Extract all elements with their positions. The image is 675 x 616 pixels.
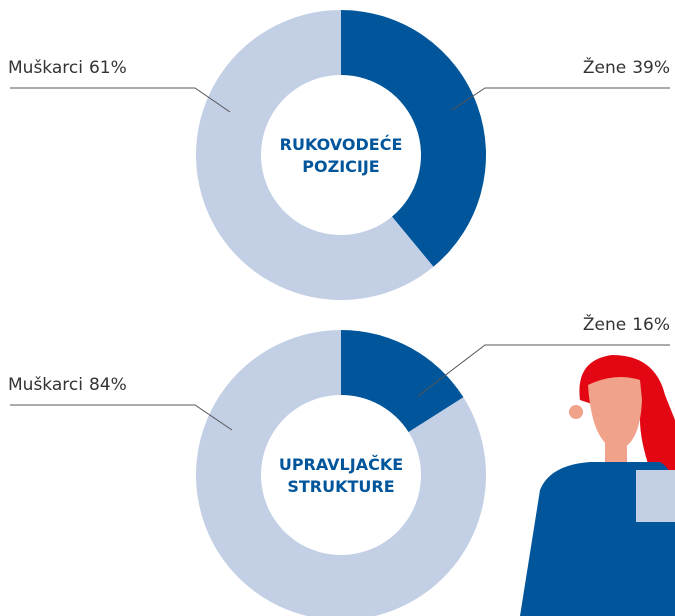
leader-line	[10, 405, 232, 430]
value-label: 39%	[632, 58, 670, 78]
value-label: 61%	[89, 58, 127, 78]
chart: Žene 16% Muškarci 84% UPRAVLJAČKE STRUKTURE Že…	[0, 0, 675, 616]
value-label: 16%	[632, 315, 670, 335]
slice-label: Muškarci 61%	[8, 58, 127, 78]
category-name: Žene	[583, 313, 626, 335]
title-line: UPRAVLJAČKE	[279, 455, 403, 474]
title-line: RUKOVODEĆE	[280, 135, 403, 154]
title-line: STRUKTURE	[287, 477, 394, 496]
category-name: Muškarci	[8, 58, 83, 78]
donut-title: RUKOVODEĆE POZICIJE	[280, 135, 403, 176]
slice-label: Žene 39%	[583, 56, 670, 78]
category-name: Muškarci	[8, 375, 83, 395]
category-name: Žene	[583, 56, 626, 78]
leader-line	[10, 88, 230, 112]
donut: Žene 39% Muškarci 61% RUKOVODEĆE POZICIJE	[8, 10, 670, 300]
slice-label: Žene 16%	[583, 313, 670, 335]
donut-title: UPRAVLJAČKE STRUKTURE	[279, 455, 403, 496]
title-line: POZICIJE	[302, 157, 379, 176]
value-label: 84%	[89, 375, 127, 395]
leader-line	[452, 88, 670, 110]
woman-illustration	[520, 355, 675, 616]
slice-label: Muškarci 84%	[8, 375, 127, 395]
